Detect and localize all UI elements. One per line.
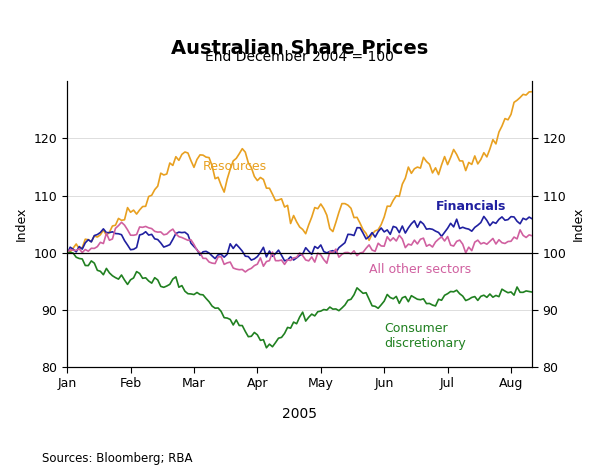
Text: Sources: Bloomberg; RBA: Sources: Bloomberg; RBA (42, 452, 193, 465)
Text: Consumer
discretionary: Consumer discretionary (384, 322, 466, 350)
Y-axis label: Index: Index (15, 207, 28, 241)
Text: 2005: 2005 (282, 407, 317, 421)
Text: End December 2004 = 100: End December 2004 = 100 (205, 50, 394, 64)
Y-axis label: Index: Index (572, 207, 585, 241)
Text: All other sectors: All other sectors (369, 263, 471, 275)
Title: Australian Share Prices: Australian Share Prices (171, 39, 428, 57)
Text: Resources: Resources (203, 160, 267, 173)
Text: Financials: Financials (436, 200, 506, 213)
